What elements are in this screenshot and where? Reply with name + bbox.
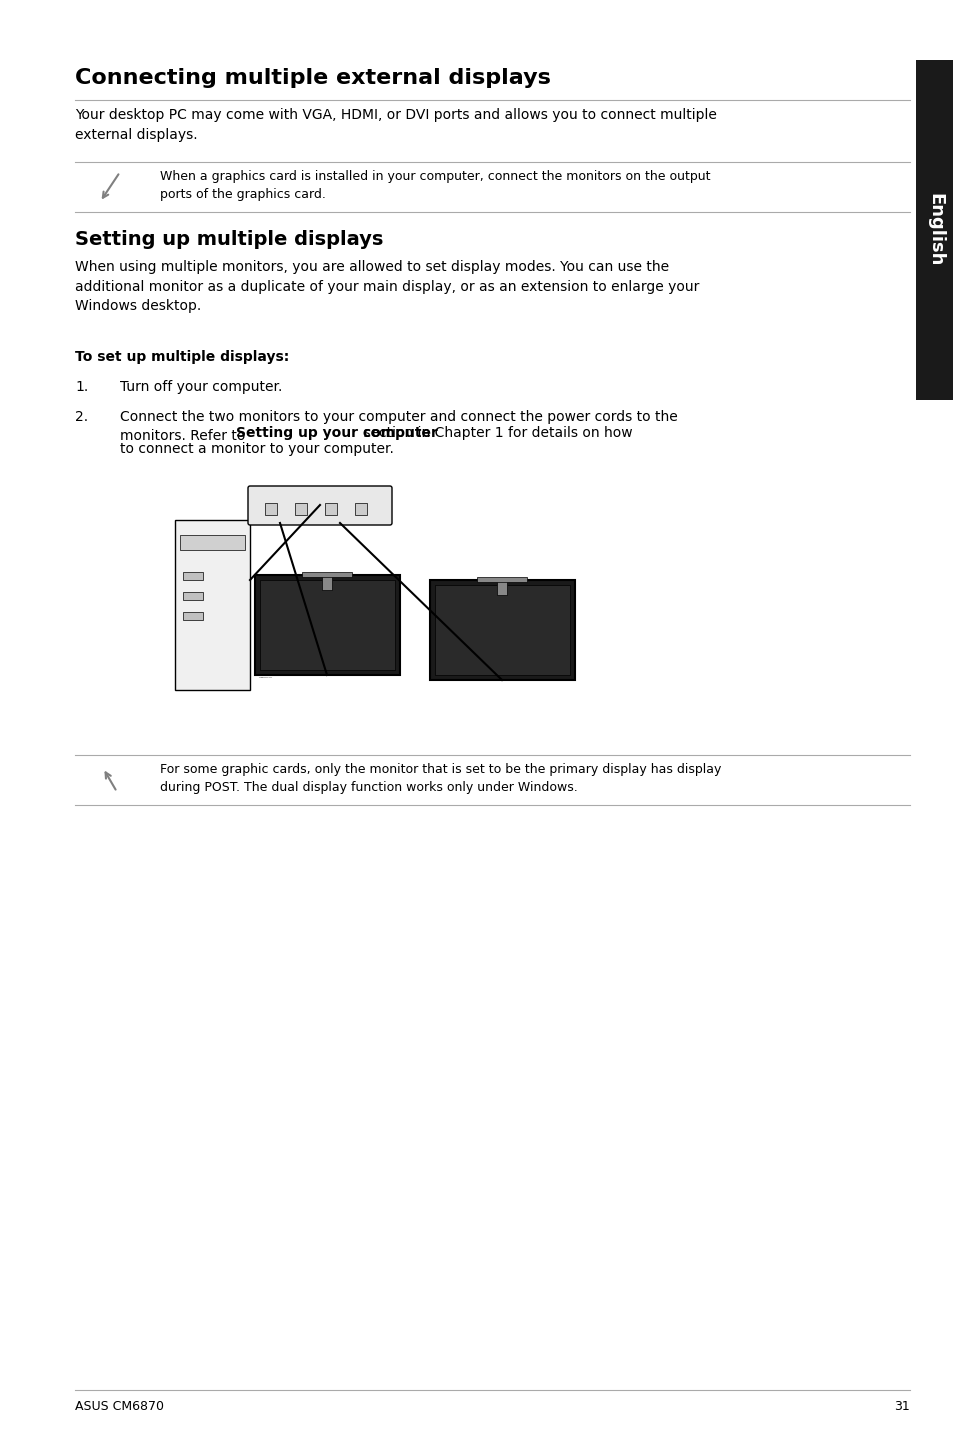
Text: to connect a monitor to your computer.: to connect a monitor to your computer. xyxy=(120,441,394,456)
Bar xyxy=(915,60,953,400)
Bar xyxy=(355,503,367,515)
Bar xyxy=(160,470,760,731)
Text: Connecting multiple external displays: Connecting multiple external displays xyxy=(75,68,550,88)
Bar xyxy=(174,521,250,690)
Text: English: English xyxy=(925,193,943,266)
Bar xyxy=(435,585,569,674)
Bar xyxy=(325,503,336,515)
Bar xyxy=(180,535,245,549)
Bar xyxy=(497,580,506,595)
Bar xyxy=(265,503,276,515)
Text: ASUS CM6870: ASUS CM6870 xyxy=(75,1401,164,1414)
Text: 2.: 2. xyxy=(75,410,88,424)
Text: Turn off your computer.: Turn off your computer. xyxy=(120,380,282,394)
Bar xyxy=(254,575,399,674)
Bar xyxy=(183,592,203,600)
Text: Setting up multiple displays: Setting up multiple displays xyxy=(75,230,383,249)
Bar xyxy=(476,577,526,582)
Text: For some graphic cards, only the monitor that is set to be the primary display h: For some graphic cards, only the monitor… xyxy=(160,764,720,794)
Text: When a graphics card is installed in your computer, connect the monitors on the : When a graphics card is installed in you… xyxy=(160,170,710,201)
Text: 31: 31 xyxy=(893,1401,909,1414)
FancyBboxPatch shape xyxy=(248,486,392,525)
Bar xyxy=(183,613,203,620)
Text: To set up multiple displays:: To set up multiple displays: xyxy=(75,349,289,364)
Bar xyxy=(430,580,575,680)
Bar xyxy=(260,580,395,670)
Text: ____: ____ xyxy=(257,672,272,677)
Text: Your desktop PC may come with VGA, HDMI, or DVI ports and allows you to connect : Your desktop PC may come with VGA, HDMI,… xyxy=(75,108,716,141)
Bar xyxy=(322,575,332,590)
Bar xyxy=(294,503,307,515)
Text: Connect the two monitors to your computer and connect the power cords to the
mon: Connect the two monitors to your compute… xyxy=(120,410,677,443)
Bar xyxy=(302,572,352,577)
Text: 1.: 1. xyxy=(75,380,89,394)
Text: section in Chapter 1 for details on how: section in Chapter 1 for details on how xyxy=(358,426,632,440)
Text: When using multiple monitors, you are allowed to set display modes. You can use : When using multiple monitors, you are al… xyxy=(75,260,699,313)
Bar xyxy=(183,572,203,580)
Text: Setting up your computer: Setting up your computer xyxy=(235,426,437,440)
